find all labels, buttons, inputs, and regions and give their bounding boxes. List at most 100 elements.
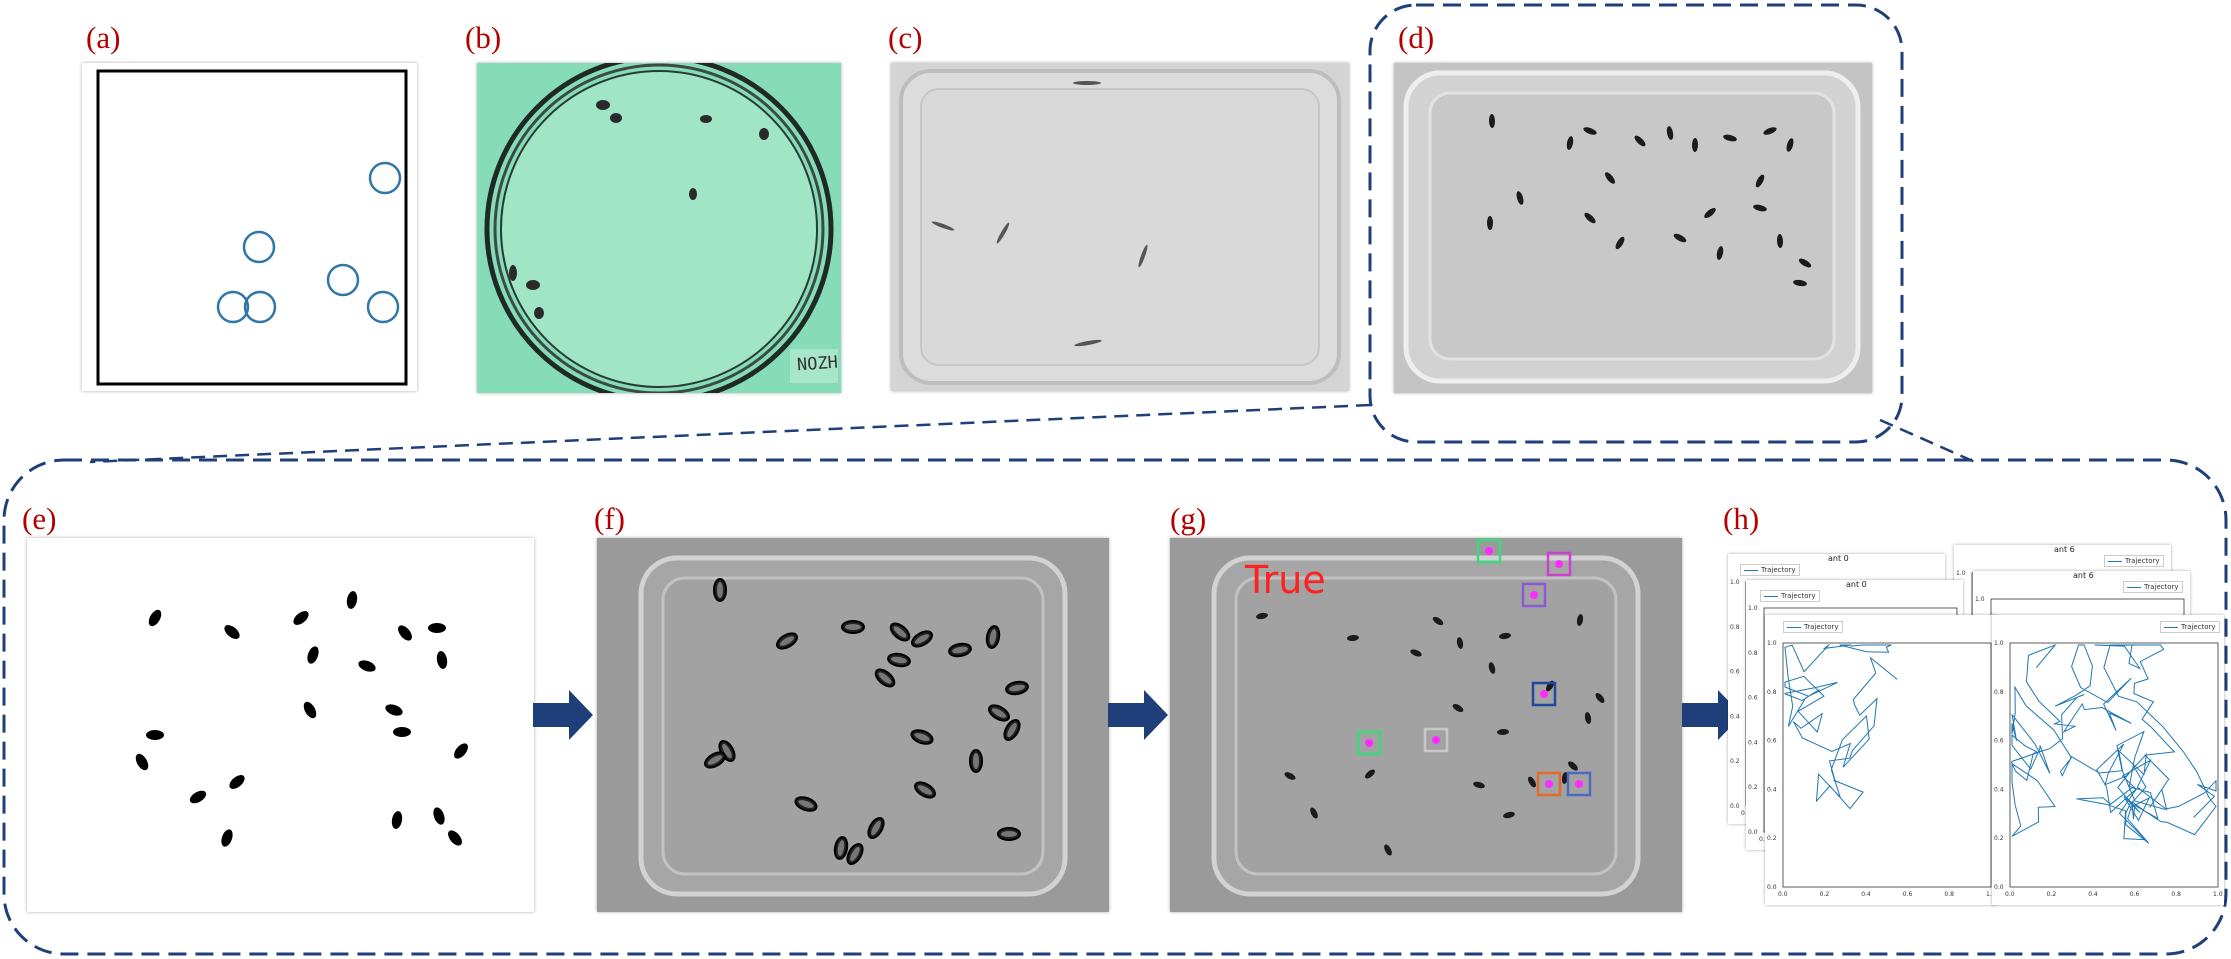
trajectory-plot-front: Trajectory 0.0 0.2 0.4 0.6 0.8 1.0 1.0 0.8 0.6 0.… <box>1992 615 2224 905</box>
tick-label-y: 0.8 <box>1767 689 1777 696</box>
panel-a-simulation <box>82 63 417 391</box>
contour-ant-core <box>850 846 860 862</box>
contour-ant-core <box>722 743 732 759</box>
tick-label-x: 0.0 <box>1741 810 1751 817</box>
ant-mark <box>1516 191 1524 205</box>
panel-b-petri-dish: NOZH <box>477 63 841 393</box>
panel-d-ant-tray <box>1394 63 1872 393</box>
tick-label-x: 0.0 <box>1759 836 1769 843</box>
plot-title: ant 6 <box>2054 545 2075 554</box>
contour-ant-core <box>952 646 968 654</box>
ant-mark <box>1528 776 1536 788</box>
fish-mark <box>689 188 697 200</box>
ant-mark <box>1673 233 1687 243</box>
ant-blob <box>303 701 317 719</box>
contour-ant-core <box>798 800 814 808</box>
trajectory-plot-front: Trajectory 0.0 0.2 0.4 0.6 0.8 1.0 1.0 0.8 0.6 0.… <box>1765 615 1997 905</box>
ant-blob <box>146 730 164 740</box>
tick-label-x: 0.0 <box>2005 891 2015 898</box>
tick-label-y: 0.8 <box>1994 689 2004 696</box>
trajectory-line <box>1784 644 1898 810</box>
contour-ant-core <box>1009 684 1025 692</box>
contour-ant-core <box>1007 722 1017 738</box>
fish-mark <box>931 221 955 231</box>
contour-ant-core <box>973 753 979 769</box>
ant-mark <box>1568 761 1578 771</box>
tick-label-y: 0.0 <box>1730 803 1740 810</box>
tracking-box <box>1546 551 1572 577</box>
ant-mark <box>1347 634 1359 642</box>
ant-mark <box>1473 781 1485 789</box>
ant-blob <box>428 623 446 633</box>
ant-blob <box>448 830 462 846</box>
ant-mark <box>1786 138 1794 152</box>
fish-mark <box>1073 81 1101 85</box>
ant-mark <box>1634 135 1646 147</box>
tick-label-y: 1.0 <box>1730 579 1740 586</box>
agent-circle <box>216 290 250 324</box>
contour-ant-core <box>893 626 907 638</box>
ant-blob <box>293 611 309 625</box>
tick-label-y: 0.2 <box>1748 784 1758 791</box>
tick-label-y: 0.0 <box>1994 884 2004 891</box>
ant-mark <box>1576 614 1584 626</box>
plot-title: ant 0 <box>1828 554 1849 563</box>
plot-legend: Trajectory <box>2104 555 2164 567</box>
ant-blob <box>224 625 240 639</box>
ant-mark <box>1798 258 1812 268</box>
fish-mark <box>610 113 622 123</box>
fish-mark <box>1138 244 1148 268</box>
tracking-box <box>1476 538 1502 564</box>
tick-label-y: 0.4 <box>1994 786 2004 793</box>
ant-mark <box>1776 234 1784 248</box>
plot-title: ant 6 <box>2073 571 2094 580</box>
label-f: (f) <box>594 501 625 536</box>
tick-label-x: 1.0 <box>2213 891 2223 898</box>
ant-mark <box>1566 136 1574 150</box>
label-d: (d) <box>1398 20 1435 55</box>
contour-ant-core <box>1001 831 1017 837</box>
tick-label-x: 0.2 <box>1820 891 1830 898</box>
zoom-line-left <box>89 403 1371 464</box>
fish-mark <box>534 307 544 319</box>
ant-mark <box>1256 612 1268 620</box>
contour-ant-core <box>707 755 723 765</box>
ant-mark <box>1755 174 1765 188</box>
ant-blob <box>221 829 233 847</box>
contour-ant-core <box>914 634 930 644</box>
tick-label-y: 0.2 <box>1730 758 1740 765</box>
label-c: (c) <box>888 20 923 55</box>
tick-label-x: 0.0 <box>1778 891 1788 898</box>
ant-blob <box>229 775 245 789</box>
plot-legend: Trajectory <box>1783 621 1843 633</box>
ant-blob <box>307 646 319 664</box>
tick-label-y: 1.0 <box>1748 605 1758 612</box>
arrow-e-to-f <box>533 690 593 740</box>
agent-circle <box>366 290 400 324</box>
plot-legend: Trajectory <box>1740 564 1800 576</box>
arrow-f-to-g <box>1108 690 1168 740</box>
tick-label-y: 0.6 <box>1767 738 1777 745</box>
trajectory-line <box>2010 643 2217 844</box>
ant-blob <box>346 591 358 609</box>
agent-circle <box>242 230 276 264</box>
plot-legend: Trajectory <box>1760 590 1820 602</box>
agent-circle <box>368 161 402 195</box>
tracking-box <box>1356 730 1382 756</box>
panel-h-trajectory-plots: ant 0 Trajectory 0.0 0.2 0.4 0.6 0.8 1.0 1.0 0.… <box>1728 545 2224 910</box>
panel-e-binary-mask <box>27 538 534 912</box>
tracking-point <box>1545 780 1553 788</box>
tick-label-x: 0.6 <box>1903 891 1913 898</box>
tracking-box <box>1566 771 1592 797</box>
tick-label-y: 0.6 <box>1994 738 2004 745</box>
ant-blob <box>393 727 411 737</box>
ant-mark <box>1384 844 1392 856</box>
tick-label-x: 0.8 <box>2171 891 2181 898</box>
ant-blob <box>189 790 207 804</box>
tick-label-x: 0.6 <box>2130 891 2140 898</box>
tick-label-y: 0.4 <box>1730 713 1740 720</box>
arrow-g-to-h <box>1682 690 1742 740</box>
contour-ant-core <box>917 785 933 795</box>
ant-blob <box>433 807 445 825</box>
